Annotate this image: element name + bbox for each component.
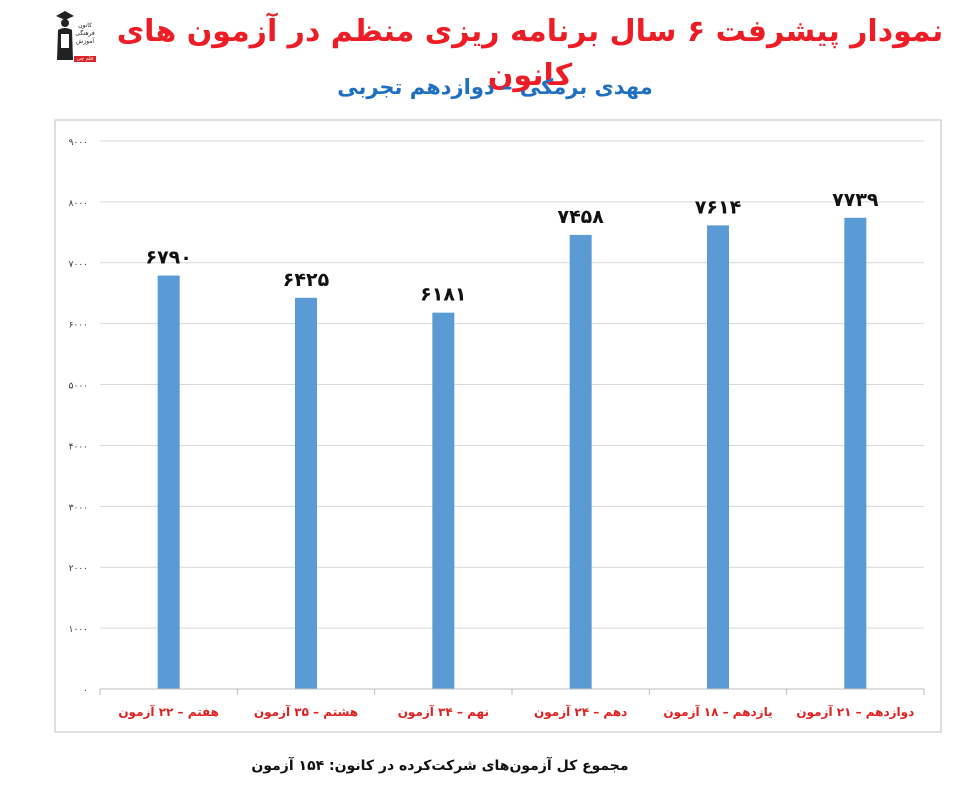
bars xyxy=(157,217,867,689)
category-labels: هفتم – ۲۲ آزمون هشتم – ۳۵ آزمون نهم – ۳۴ آ… xyxy=(118,704,914,720)
y-axis-ticks: ۰ ۱۰۰۰ ۲۰۰۰ ۳۰۰۰ ۴۰۰۰ ۵۰۰۰ ۶۰۰۰ ۷۰۰۰ ۸۰۰۰ ۹۰۰۰ xyxy=(69,138,88,696)
kanoon-logo: کانون فرهنگی آموزش قلم چی xyxy=(56,8,96,62)
x-axis xyxy=(99,688,925,695)
bar xyxy=(844,217,867,689)
chart-title: نمودار پیشرفت ۶ سال برنامه ریزی منظم در … xyxy=(116,14,944,93)
plot-frame xyxy=(54,119,942,733)
chart-subtitle: مهدی برمکی – دوازدهم تجربی xyxy=(337,75,653,99)
y-tick-label: ۵۰۰۰ xyxy=(69,382,88,392)
y-tick-label: ۴۰۰۰ xyxy=(69,442,88,452)
category-label: هشتم – ۳۵ آزمون xyxy=(254,704,358,720)
bar xyxy=(295,297,317,689)
graduate-icon xyxy=(56,11,74,60)
bar-value-label: ۷۴۵۸ xyxy=(557,206,604,228)
y-tick-label: ۰ xyxy=(83,686,88,696)
y-tick-label: ۹۰۰۰ xyxy=(69,138,88,148)
bar-value-label: ۷۷۳۹ xyxy=(832,189,879,211)
bar-value-label: ۶۷۹۰ xyxy=(145,247,191,269)
y-tick-label: ۸۰۰۰ xyxy=(69,199,88,209)
bar xyxy=(157,275,180,689)
bar xyxy=(432,312,455,689)
y-tick-label: ۲۰۰۰ xyxy=(69,564,88,574)
y-tick-label: ۳۰۰۰ xyxy=(69,503,88,513)
value-labels: ۶۷۹۰ ۶۴۲۵ ۶۱۸۱ ۷۴۵۸ ۷۶۱۴ ۷۷۳۹ xyxy=(145,189,878,306)
bar-value-label: ۶۱۸۱ xyxy=(420,284,466,306)
bar-value-label: ۶۴۲۵ xyxy=(283,269,330,291)
logo-badge: قلم چی xyxy=(74,56,96,62)
bar xyxy=(707,225,729,689)
category-label: دهم – ۲۴ آزمون xyxy=(534,704,627,720)
bar xyxy=(569,234,592,689)
bar-value-label: ۷۶۱۴ xyxy=(695,196,741,218)
footer-note: مجموع کل آزمون‌های شرکت‌کرده در کانون: ۱… xyxy=(251,758,629,774)
y-tick-label: ۶۰۰۰ xyxy=(69,321,88,331)
category-label: یازدهم – ۱۸ آزمون xyxy=(663,704,772,720)
category-label: دوازدهم – ۲۱ آزمون xyxy=(796,704,914,720)
category-label: نهم – ۳۴ آزمون xyxy=(398,704,489,720)
logo-text: کانون فرهنگی آموزش xyxy=(75,22,95,45)
y-tick-label: ۷۰۰۰ xyxy=(69,260,88,270)
y-tick-label: ۱۰۰۰ xyxy=(69,625,88,635)
category-label: هفتم – ۲۲ آزمون xyxy=(118,704,219,720)
